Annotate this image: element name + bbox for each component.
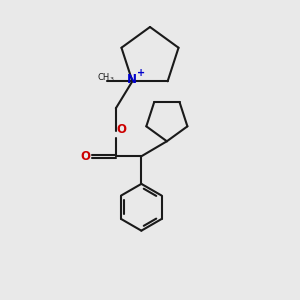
Text: N: N (128, 73, 137, 86)
Text: 3: 3 (110, 77, 114, 82)
Text: O: O (80, 150, 90, 163)
Text: +: + (137, 68, 145, 78)
Text: CH: CH (98, 73, 110, 82)
Text: O: O (116, 123, 126, 136)
